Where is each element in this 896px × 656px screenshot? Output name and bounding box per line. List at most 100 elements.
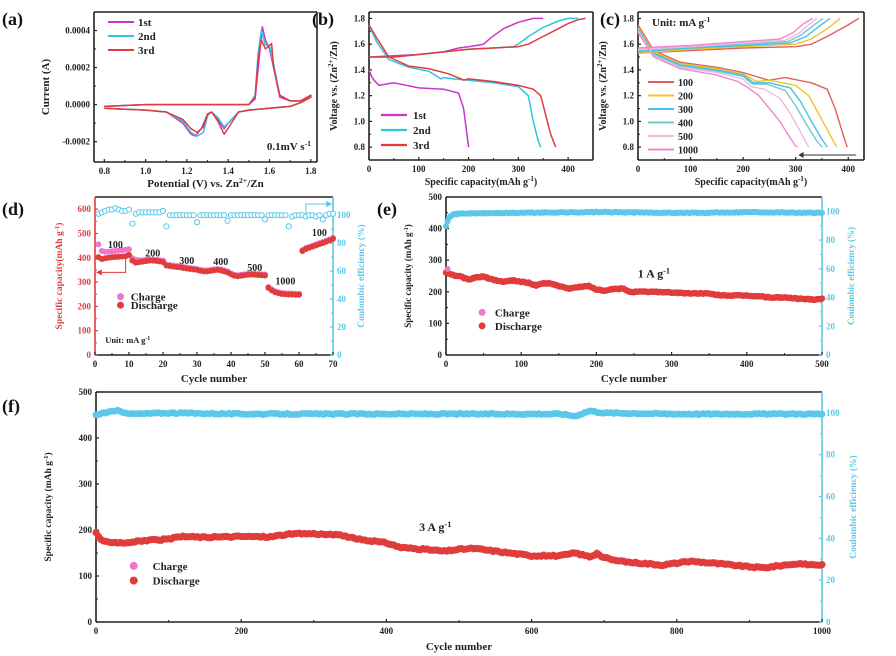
efficiency-point — [443, 223, 449, 230]
y-right-tick-label: 40 — [826, 533, 836, 543]
legend-discharge-marker — [478, 322, 486, 330]
panel-b: 0 100 200 300 400 0.8 1.0 1.2 1.4 1.6 1.8 1st 2nd 3rd… — [327, 11, 594, 188]
right-axis-arrow — [305, 203, 332, 214]
x-tick-label: 1.0 — [140, 166, 152, 176]
rate-label: 400 — [213, 257, 228, 268]
x-tick-label: 300 — [665, 359, 679, 369]
legend-label: 100 — [678, 78, 693, 89]
y-right-tick-label: 40 — [826, 293, 836, 303]
panel-f: 0 200 400 600 800 100001002003004005000204060… — [43, 387, 860, 653]
x-tick-label: 1.8 — [305, 166, 317, 176]
y-tick-label: 100 — [79, 571, 93, 581]
x-tick-label: 100 — [514, 359, 528, 369]
x-tick-label: 400 — [841, 164, 855, 174]
current-density-annotation: 3 A g-1 — [419, 519, 451, 534]
discharge-curve-400 — [637, 29, 823, 148]
x-tick-label: 0 — [93, 359, 98, 369]
x-axis-title: Cycle number — [601, 373, 667, 385]
unit-annotation: Unit: mA g-1 — [105, 335, 150, 345]
discharge-curve-200 — [637, 27, 838, 148]
rate-label: 500 — [247, 263, 262, 274]
efficiency-point — [224, 217, 231, 224]
y-tick-label: 0.8 — [623, 142, 635, 152]
y-tick-label: 1.2 — [354, 91, 366, 101]
discharge-curve-500 — [637, 30, 810, 148]
y-right-tick-label: 20 — [826, 321, 836, 331]
legend-label: Discharge — [131, 300, 178, 312]
x-tick-label: 0 — [636, 164, 641, 174]
legend-label: Charge — [495, 307, 530, 319]
y-axis-right-title: Coulombic efficiency (%) — [848, 455, 859, 558]
gcd-curve — [368, 24, 557, 148]
left-axis-arrow — [96, 257, 127, 273]
legend-label: Discharge — [495, 321, 542, 333]
y-right-tick-label: 60 — [337, 266, 347, 276]
y-tick-label: 1.6 — [623, 39, 635, 49]
x-tick-label: 500 — [815, 359, 829, 369]
y-right-tick-label: 0 — [826, 350, 831, 360]
y-tick-label: 1.4 — [354, 65, 366, 75]
legend-label: Charge — [131, 292, 166, 304]
y-tick-label: 100 — [429, 318, 443, 328]
x-tick-label: 100 — [412, 164, 426, 174]
x-tick-label: 50 — [261, 359, 271, 369]
legend-label: 3rd — [138, 45, 155, 57]
rate-label: 200 — [145, 249, 160, 260]
rate-label: 100 — [108, 240, 123, 251]
discharge-point — [262, 272, 268, 279]
x-axis-title: Specific capacity(mAh g-1) — [695, 175, 808, 188]
arrow-head-icon — [798, 152, 804, 158]
cv-curve-3rd — [104, 39, 312, 135]
y-axis-left-title: Specific capacity (mAh g-1) — [43, 452, 55, 561]
y-tick-label: 400 — [429, 224, 443, 234]
efficiency-point — [159, 207, 167, 215]
capacity-point — [818, 561, 826, 569]
discharge-curve-1000 — [637, 32, 798, 148]
efficiency-point — [163, 223, 170, 230]
efficiency-point — [190, 212, 197, 219]
y-right-tick-label: 80 — [826, 450, 836, 460]
charge-curve-1000 — [637, 17, 813, 49]
x-tick-label: 300 — [512, 164, 526, 174]
y-tick-label: 300 — [79, 479, 93, 489]
x-tick-label: 10 — [125, 359, 135, 369]
charge-point — [126, 246, 132, 253]
rate-label: 1000 — [275, 277, 295, 288]
arrow-head-icon — [326, 200, 333, 207]
legend-label: 1000 — [678, 146, 698, 157]
efficiency-point — [261, 216, 269, 223]
charge-point — [95, 241, 102, 248]
legend-label: 300 — [678, 105, 693, 116]
x-tick-label: 1.6 — [264, 166, 276, 176]
discharge-point — [330, 235, 336, 242]
x-tick-label: 60 — [295, 359, 305, 369]
efficiency-point — [316, 212, 323, 219]
gcd-curve — [368, 69, 470, 148]
x-tick-label: 1000 — [813, 626, 832, 636]
efficiency-point — [319, 216, 326, 223]
y-tick-label: 0 — [88, 617, 93, 627]
y-axis-title: Voltage vs. (Zn2+/Zn) — [327, 41, 340, 131]
rate-label: 100 — [312, 228, 327, 239]
efficiency-point — [819, 209, 825, 216]
x-tick-label: 600 — [525, 626, 539, 636]
y-tick-label: 1.2 — [623, 91, 635, 101]
y-tick-label: 400 — [79, 433, 93, 443]
y-tick-label: 500 — [78, 228, 92, 238]
x-tick-label: 300 — [789, 164, 803, 174]
y-right-tick-label: 40 — [337, 294, 347, 304]
y-tick-label: 1.8 — [623, 13, 635, 23]
x-tick-label: 400 — [380, 626, 394, 636]
x-tick-label: 1.2 — [181, 166, 193, 176]
y-tick-label: 0.0004 — [65, 26, 90, 36]
legend-label: 1st — [413, 110, 427, 122]
y-tick-label: 600 — [78, 204, 92, 214]
legend-label: 500 — [678, 132, 693, 143]
y-right-tick-label: 80 — [337, 238, 347, 248]
x-tick-label: 800 — [670, 626, 684, 636]
unit-annotation: Unit: mA g-1 — [652, 15, 711, 30]
discharge-curve-300 — [637, 28, 828, 148]
legend-label: Discharge — [153, 576, 200, 588]
legend-discharge-marker — [117, 301, 124, 309]
charge-curve-200 — [637, 17, 841, 54]
